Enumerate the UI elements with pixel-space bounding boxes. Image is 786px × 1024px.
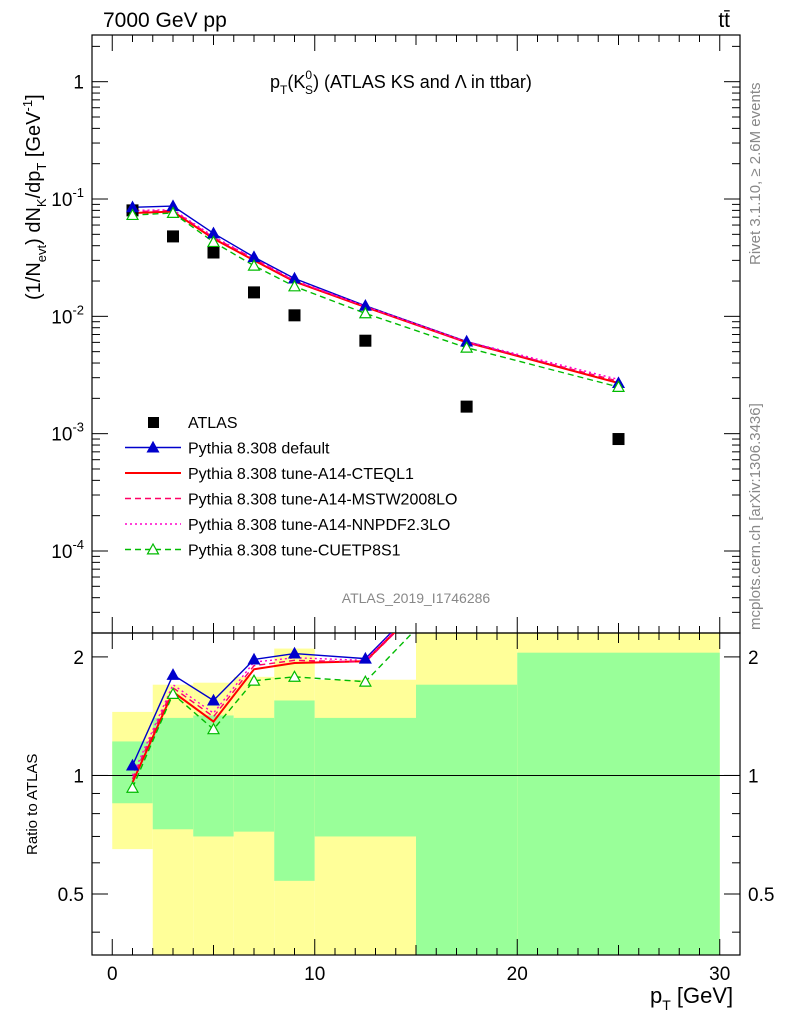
data-point — [167, 230, 179, 243]
ratio-cuetp8s1-marker — [206, 722, 221, 735]
uncertainty-bands — [112, 633, 720, 955]
y-tick-label: 10-2 — [51, 302, 84, 328]
x-tick-label: 10 — [304, 964, 325, 985]
x-tick-label: 0 — [107, 964, 118, 985]
ratio-cuetp8s1-marker — [358, 674, 372, 687]
legend-marker-data — [148, 417, 159, 428]
ratio-y-tick-label: 1 — [73, 766, 84, 787]
legend-label-2: Pythia 8.308 tune-A14-MSTW2008LO — [188, 492, 457, 509]
x-tick-label: 20 — [507, 964, 528, 985]
rivet-label: Rivet 3.1.10, ≥ 2.6M events — [747, 83, 764, 266]
ratio-line-0 — [131, 633, 392, 766]
cuetp8s1-marker — [460, 341, 474, 353]
ratio-default-marker — [125, 758, 140, 771]
band-inner-3 — [233, 717, 275, 832]
ratio-y-tick-label-right: 2 — [748, 648, 759, 669]
legend-marker-0 — [146, 440, 160, 453]
legend-label-0: Pythia 8.308 default — [188, 441, 330, 458]
cuetp8s1-marker — [206, 235, 221, 248]
series-line-4 — [132, 212, 619, 388]
ratio-line-1 — [131, 633, 396, 783]
legend-label-data: ATLAS — [188, 415, 238, 432]
series-lines — [131, 205, 619, 789]
ratio-y-tick-label: 0.5 — [58, 885, 84, 906]
ratio-y-tick-label: 2 — [73, 648, 84, 669]
legend-marker-4 — [146, 542, 160, 555]
ratio-cuetp8s1-marker — [166, 687, 180, 700]
header-right-label: tt̄ — [718, 9, 730, 32]
data-point — [612, 433, 625, 446]
axes: 0 10 20 30 1 10-1 10-2 10-3 10-4 0.5 0.5 1 1 2 2 — [51, 34, 774, 985]
x-tick-label: 30 — [709, 964, 730, 985]
ratio-default-marker — [287, 646, 302, 659]
x-axis-label: pT [GeV] — [650, 983, 733, 1013]
ratio-line-4 — [131, 633, 414, 789]
series-line-3 — [132, 209, 619, 381]
mcplots-label: mcplots.cern.ch [arXiv:1306.3436] — [747, 403, 764, 630]
data-point — [359, 334, 372, 347]
y-tick-label: 1 — [73, 73, 84, 94]
y-axis-label: (1/Nevt) dNK/dpT [GeV-1] — [20, 94, 49, 300]
ratio-default-marker — [206, 693, 221, 706]
ratio-default-marker — [247, 652, 261, 665]
band-inner-6 — [416, 684, 518, 955]
ratio-default-marker — [358, 651, 372, 664]
ratio-cuetp8s1-marker — [125, 781, 140, 793]
legend-label-4: Pythia 8.308 tune-CUETP8S1 — [188, 543, 401, 560]
cuetp8s1-marker — [166, 206, 180, 218]
y-tick-label: 10-1 — [51, 185, 84, 211]
cuetp8s1-marker — [287, 279, 302, 292]
plot-title: pT(K0 S) (ATLAS KS and Λ in ttbar) — [270, 68, 532, 97]
series-markers — [125, 199, 626, 793]
data-point — [460, 400, 473, 413]
cuetp8s1-marker — [247, 258, 261, 271]
ratio-default-marker — [166, 668, 180, 680]
cuetp8s1-marker — [125, 208, 140, 221]
ratio-y-axis-label: Ratio to ATLAS — [24, 754, 41, 855]
ratio-y-tick-label-right: 0.5 — [748, 885, 774, 906]
analysis-label: ATLAS_2019_I1746286 — [342, 590, 491, 606]
legend-label-1: Pythia 8.308 tune-A14-CTEQL1 — [188, 466, 414, 483]
data-point — [248, 286, 260, 299]
band-inner-5 — [314, 717, 416, 837]
band-inner-1 — [152, 717, 194, 830]
cuetp8s1-marker — [611, 380, 626, 392]
ratio-cuetp8s1-marker — [247, 673, 261, 686]
series-line-1 — [132, 210, 619, 385]
header-left-label: 7000 GeV pp — [103, 9, 227, 32]
band-inner-2 — [193, 715, 234, 837]
y-tick-label: 10-3 — [51, 420, 84, 446]
data-point — [207, 246, 220, 259]
ratio-cuetp8s1-marker — [287, 670, 302, 682]
legend-label-3: Pythia 8.308 tune-A14-NNPDF2.3LO — [188, 517, 450, 534]
legend: ATLAS Pythia 8.308 default Pythia 8.308 tu… — [125, 415, 457, 560]
y-tick-label: 10-4 — [51, 537, 84, 563]
ratio-line-2 — [131, 633, 396, 780]
cuetp8s1-marker — [358, 306, 372, 319]
band-inner-7 — [517, 652, 720, 955]
data-point — [288, 309, 301, 322]
ratio-y-tick-label-right: 1 — [748, 766, 759, 787]
band-inner-4 — [274, 700, 315, 881]
